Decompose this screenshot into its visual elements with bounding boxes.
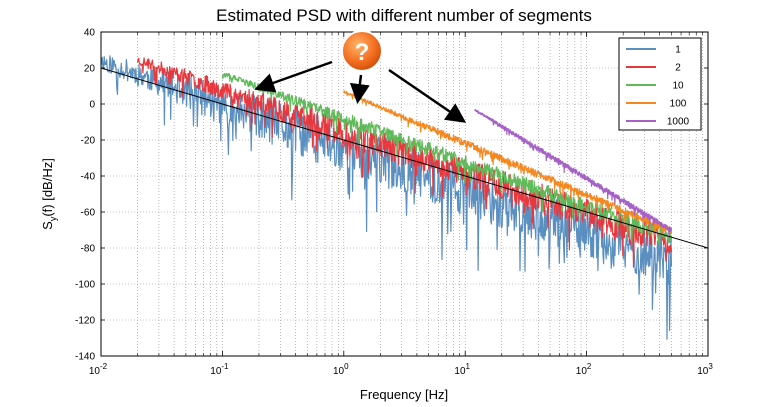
legend-label-1000: 1000: [667, 117, 690, 128]
reference-line: [101, 67, 708, 249]
series-line-100: [343, 90, 673, 236]
legend-label-10: 10: [672, 81, 684, 92]
y-tick-label: -140: [75, 352, 95, 363]
annotation-arrow-right: [388, 68, 467, 123]
y-tick-label: -120: [75, 316, 95, 327]
x-tick-label: 103: [697, 362, 713, 377]
x-tick-label: 101: [454, 362, 470, 377]
y-axis-label-rest: (f) [dB/Hz]: [40, 158, 55, 217]
y-tick-label: -20: [81, 136, 96, 147]
series-line-1000: [474, 108, 673, 235]
y-tick-label: -80: [81, 244, 96, 255]
x-tick-label: 102: [576, 362, 592, 377]
annotation-arrow-left: [254, 60, 333, 93]
x-axis-ticks: 10-2 10-1 100 101 102 103: [89, 32, 713, 377]
y-tick-label: -40: [81, 172, 96, 183]
plot-frame: [100, 31, 709, 357]
x-tick-label: 10-2: [89, 362, 108, 377]
y-axis-ticks: 40 20 0 -20 -40 -60 -80 -100 -120 -140: [75, 28, 708, 363]
series-group: [101, 55, 673, 340]
y-axis-label: Sy(f) [dB/Hz]: [40, 158, 58, 230]
reference-line-group: [101, 67, 708, 249]
y-tick-label: 20: [84, 64, 96, 75]
legend-label-1: 1: [675, 45, 681, 56]
y-tick-label: 0: [89, 100, 95, 111]
chart-title: Estimated PSD with different number of s…: [216, 6, 592, 25]
question-mark-icon: ?: [355, 39, 370, 66]
annotation-arrow-middle: [349, 74, 370, 104]
y-axis-label-main: S: [40, 221, 55, 230]
legend-label-100: 100: [670, 99, 687, 110]
legend: 1 2 10 100 1000: [618, 37, 702, 131]
x-tick-label: 10-1: [210, 362, 229, 377]
question-badge: [341, 30, 383, 72]
question-annotation: ?: [254, 30, 467, 123]
series-line-2: [136, 57, 673, 268]
y-tick-label: -60: [81, 208, 96, 219]
legend-label-2: 2: [675, 63, 681, 74]
y-axis-label-subscript: y: [48, 216, 58, 221]
x-tick-label: 100: [333, 362, 349, 377]
x-axis-label: Frequency [Hz]: [360, 387, 448, 402]
y-tick-label: 40: [84, 28, 96, 39]
y-tick-label: -100: [75, 280, 95, 291]
